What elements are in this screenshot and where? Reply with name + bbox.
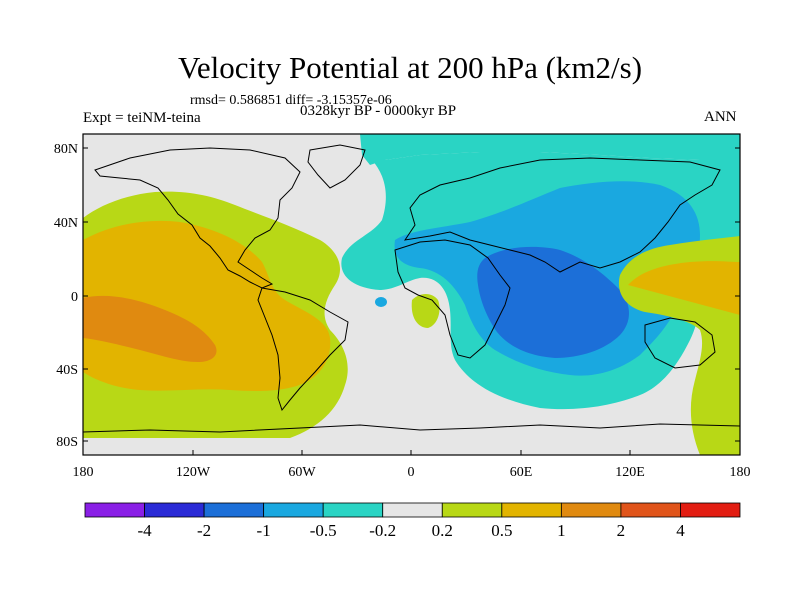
lat-label-0: 0 (71, 290, 78, 305)
lightblue-dot (375, 297, 387, 307)
greenland-coast (307, 144, 366, 189)
africa-coast (394, 239, 511, 359)
orange-westpacific-region (628, 261, 740, 315)
colorbar-box (203, 502, 265, 518)
colorbar-box (560, 502, 622, 518)
colorbar-box (680, 502, 741, 518)
colorbar-box (144, 502, 205, 518)
antarctica-coast (83, 423, 740, 433)
colorbar-label: 0.2 (432, 521, 453, 540)
lon-label-0: 0 (408, 465, 415, 480)
lon-label-60e: 60E (510, 465, 533, 480)
lat-label-40s: 40S (56, 363, 78, 378)
lat-label-80s: 80S (56, 435, 78, 450)
colorbar-label: -1 (257, 521, 271, 540)
blue-core-region (477, 246, 629, 358)
south-america-coast (257, 287, 349, 412)
colorbar-label: 4 (676, 521, 685, 540)
experiment-label: Expt = teiNM-teina (83, 110, 201, 126)
colorbar-box (84, 502, 145, 518)
lon-label-120w: 120W (176, 465, 211, 480)
lon-label-180e: 180 (730, 465, 751, 480)
colorbar-box (441, 502, 503, 518)
north-america-coast (94, 147, 301, 289)
colorbar-box (263, 502, 324, 518)
period-label: 0328kyr BP - 0000kyr BP (300, 103, 457, 119)
colorbar-label: 1 (557, 521, 566, 540)
lat-label-80n: 80N (54, 142, 78, 157)
colorbar-boxes (84, 502, 741, 518)
cyan-arctic-region (360, 134, 740, 165)
colorbar-label: -4 (137, 521, 152, 540)
colorbar-labels: -4 -2 -1 -0.5 -0.2 0.2 0.5 1 2 4 (137, 521, 685, 540)
colorbar-label: -0.5 (310, 521, 337, 540)
lon-label-120e: 120E (615, 465, 645, 480)
colorbar-box (322, 502, 384, 518)
page-title: Velocity Potential at 200 hPa (km2/s) (177, 50, 643, 85)
colorbar-label: -2 (197, 521, 211, 540)
green-westafrica-patch (411, 294, 440, 328)
colorbar-label: -0.2 (369, 521, 396, 540)
colorbar-box (501, 502, 562, 518)
lon-label-60w: 60W (288, 465, 316, 480)
lat-tick-marks (83, 147, 740, 442)
colorbar-label: 0.5 (491, 521, 512, 540)
velocity-potential-field (83, 134, 740, 455)
lon-label-180w: 180 (73, 465, 94, 480)
orange-pacific-core (83, 295, 217, 362)
colorbar-label: 2 (617, 521, 626, 540)
coastlines (83, 144, 740, 433)
eurasia-coast (403, 157, 721, 273)
colorbar-box (382, 502, 443, 518)
lon-tick-marks (82, 450, 741, 455)
australia-coast (644, 317, 716, 369)
lat-label-40n: 40N (54, 216, 78, 231)
colorbar-box (620, 502, 681, 518)
season-label: ANN (704, 109, 737, 125)
rmsd-stats: rmsd= 0.586851 diff= -3.15357e-06 (190, 93, 392, 108)
